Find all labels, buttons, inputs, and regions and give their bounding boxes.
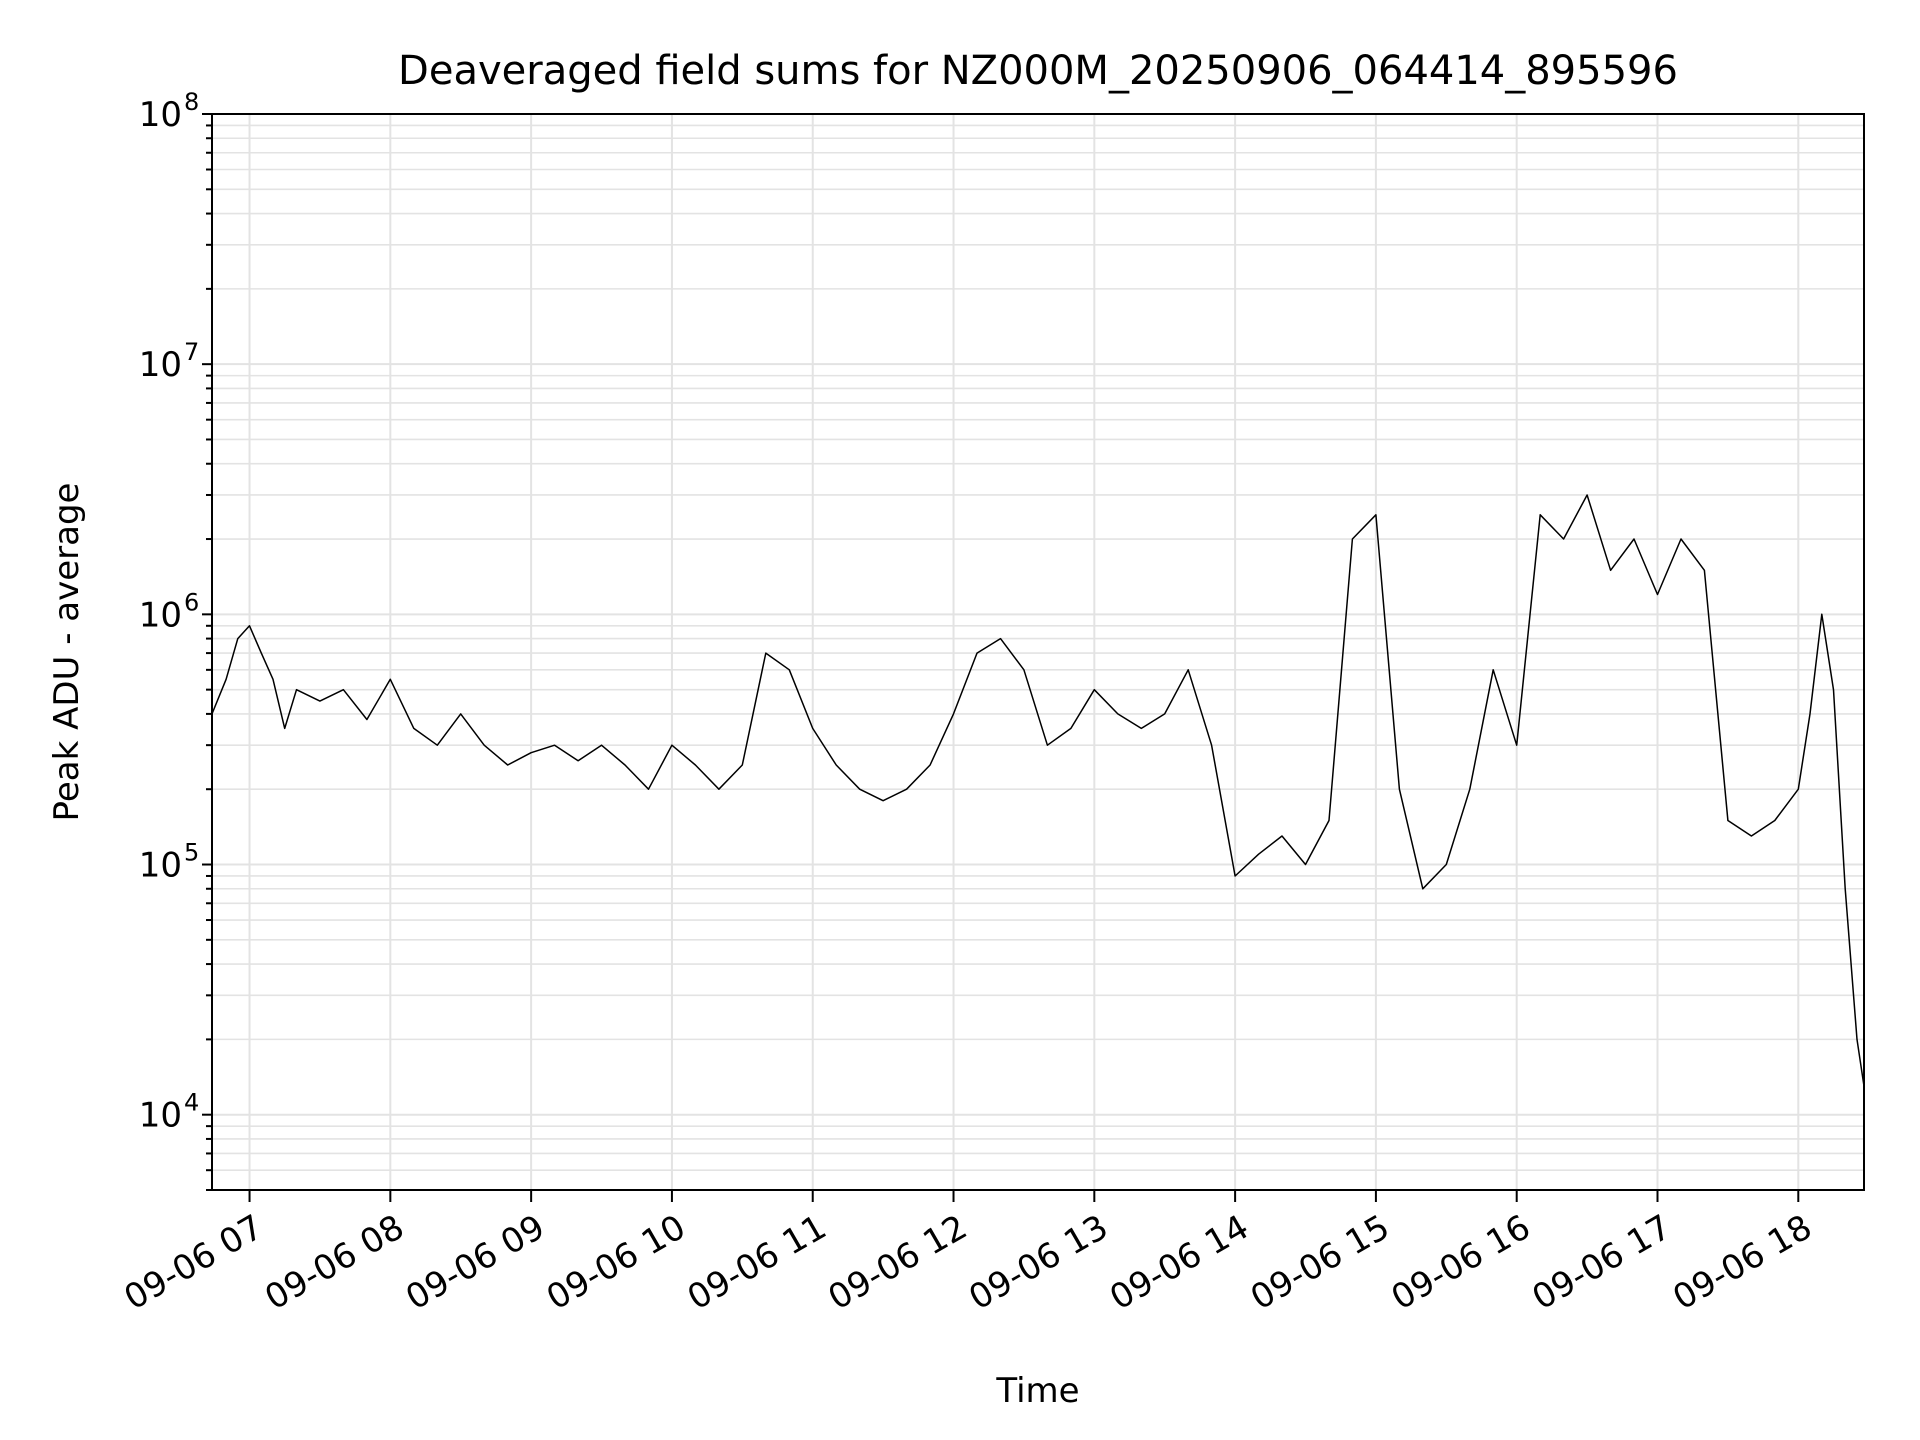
y-tick-label: 10 6: [139, 588, 200, 635]
y-tick-label-exponent: 4: [184, 1089, 199, 1117]
chart-title: Deaveraged field sums for NZ000M_2025090…: [398, 48, 1678, 94]
y-tick-label-exponent: 8: [184, 88, 199, 116]
y-tick-label-exponent: 7: [184, 338, 199, 366]
y-tick-label: 10 8: [139, 88, 200, 135]
y-tick-label-exponent: 6: [184, 588, 199, 616]
y-tick-label: 10 7: [139, 338, 200, 385]
y-tick-label-base: 10: [139, 1096, 182, 1136]
y-tick-label-exponent: 5: [184, 839, 199, 867]
y-tick-label-base: 10: [139, 846, 182, 886]
y-tick-label-base: 10: [139, 95, 182, 135]
y-axis-label: Peak ADU - average: [47, 483, 87, 822]
y-tick-label-base: 10: [139, 345, 182, 385]
data-line: [211, 494, 1865, 1087]
y-tick-label: 10 5: [139, 839, 200, 886]
y-tick-label: 10 4: [139, 1089, 200, 1136]
y-tick-label-base: 10: [139, 595, 182, 635]
x-axis-label: Time: [995, 1371, 1079, 1411]
series-layer: [211, 494, 1865, 1087]
plot-frame: [211, 113, 1865, 1191]
